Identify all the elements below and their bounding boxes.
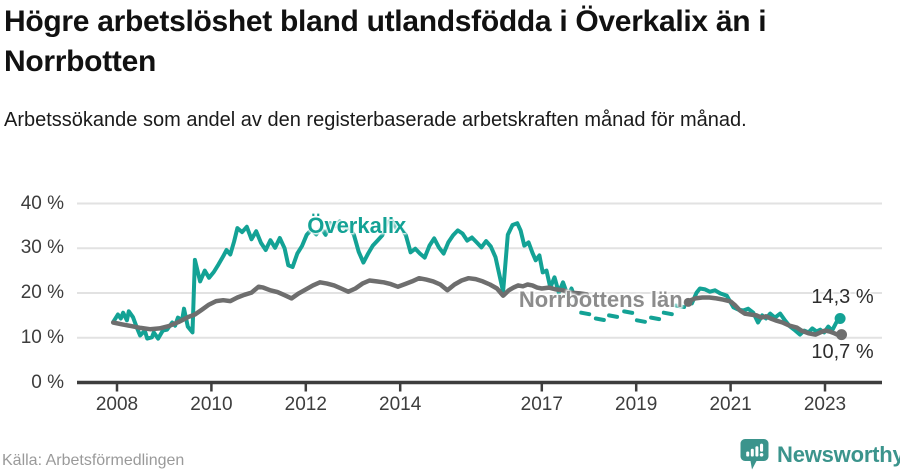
x-axis-tick-label: 2019 (615, 394, 658, 415)
end-value-label-norrbotten: 10,7 % (811, 341, 874, 364)
series-label-norrbotten: Norrbottens län (518, 287, 683, 313)
y-axis-tick-label: 40 % (20, 192, 64, 214)
y-axis-tick-label: 30 % (20, 237, 64, 259)
x-axis-tick-label: 2021 (709, 394, 752, 415)
newsworthy-logo-link[interactable]: Newsworthy (740, 438, 900, 471)
chart-bubble-icon (740, 439, 769, 470)
x-axis-tick-label: 2010 (190, 394, 233, 415)
x-axis-tick-label: 2008 (95, 394, 139, 415)
source-note: Källa: Arbetsförmedlingen (2, 452, 185, 469)
x-axis-tick-label: 2014 (379, 394, 422, 415)
y-axis-tick-label: 20 % (20, 282, 64, 303)
newsworthy-wordmark: Newsworthy (777, 441, 900, 467)
series-label-overkalix: Överkalix (307, 213, 407, 238)
page-title: Högre arbetslöshet bland utlandsfödda i … (4, 5, 767, 78)
x-axis-tick-label: 2023 (803, 394, 847, 415)
x-axis-tick-label: 2017 (520, 394, 563, 415)
chart-subtitle: Arbetssökande som andel av den registerb… (4, 109, 747, 131)
y-axis-tick-label: 10 % (20, 326, 64, 348)
y-axis-tick-label: 0 % (31, 371, 64, 393)
end-value-label-overkalix: 14,3 % (811, 286, 874, 309)
x-axis-tick-label: 2012 (284, 394, 327, 415)
